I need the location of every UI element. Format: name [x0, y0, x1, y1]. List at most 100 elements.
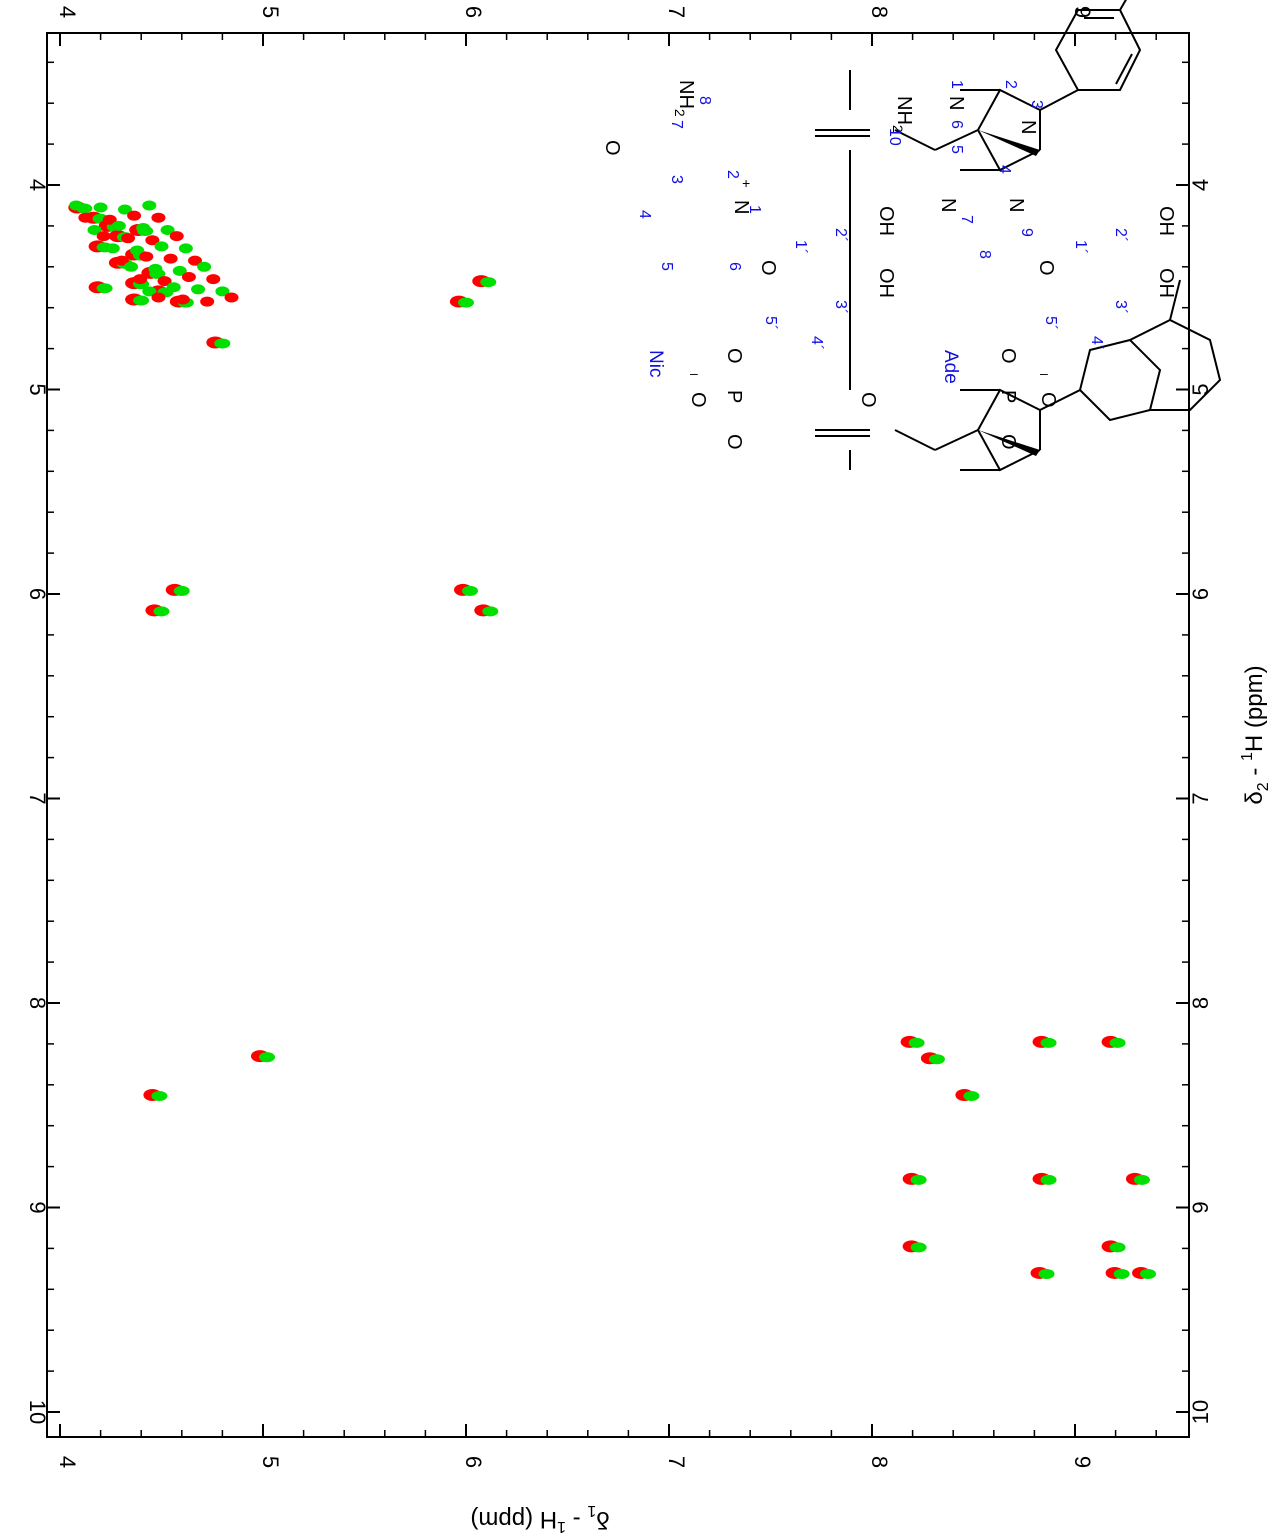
atom-p-top: P — [723, 390, 745, 403]
cluster-lobe — [163, 253, 178, 264]
cluster-lobe — [69, 200, 84, 211]
cluster-peak — [215, 286, 230, 297]
cluster-peak — [200, 296, 215, 307]
cross-peak — [472, 275, 497, 288]
x-axis-title: δ2 - 1H (ppm) — [1239, 665, 1272, 804]
peak-green-lobe — [153, 606, 170, 617]
cluster-lobe — [139, 251, 154, 262]
cross-peak — [143, 1089, 168, 1102]
cluster-peak — [172, 265, 187, 276]
cluster-peak — [87, 224, 102, 235]
residue-nic: Nic — [645, 350, 666, 377]
cluster-peak — [96, 231, 111, 242]
cluster-peak — [133, 274, 148, 285]
cluster-peak — [111, 220, 126, 231]
atom-oh-a: OH — [875, 206, 897, 236]
ade-atom-number: 3´ — [1112, 300, 1129, 314]
cluster-lobe — [78, 212, 93, 223]
cluster-peak — [154, 241, 169, 252]
cluster-peak — [151, 212, 166, 223]
atom-n-ade-1: N — [945, 96, 967, 110]
cross-peak — [1105, 1266, 1130, 1279]
atom-o-minus-top: O — [687, 392, 709, 408]
nic-atom-number: 1´ — [792, 240, 809, 254]
cluster-lobe — [93, 202, 108, 213]
y-tick-label-bottom: 6 — [461, 1456, 486, 1468]
cluster-lobe — [169, 231, 184, 242]
peak-green-lobe — [462, 585, 478, 596]
atom-o-ring-bottom: O — [1035, 260, 1057, 276]
ade-atom-number: 5´ — [1042, 316, 1059, 330]
cluster-peak — [117, 204, 132, 215]
nic-atom-number: 3´ — [832, 300, 849, 314]
cluster-lobe — [200, 296, 215, 307]
nad-structure — [815, 0, 1222, 472]
y-tick-label-top: 7 — [664, 6, 689, 18]
cluster-peak — [105, 243, 120, 254]
ade-atom-number: 10 — [886, 128, 903, 146]
cluster-peak — [69, 200, 84, 211]
cluster-lobe — [136, 222, 151, 233]
atom-o-ring-top: O — [757, 260, 779, 276]
ade-atom-number: 3 — [1028, 100, 1045, 109]
peak-green-lobe — [963, 1091, 980, 1102]
ade-atom-number: 5 — [948, 145, 965, 154]
cluster-peak — [78, 212, 93, 223]
peak-green-lobe — [480, 277, 497, 288]
cluster-peak — [142, 286, 157, 297]
cluster-lobe — [127, 210, 142, 221]
peak-green-lobe — [457, 297, 474, 308]
peak-green-lobe — [151, 1091, 168, 1102]
peak-green-lobe — [1113, 1268, 1130, 1279]
nic-atom-number: 5´ — [762, 316, 779, 330]
ade-atom-number: 6 — [948, 120, 965, 129]
peak-green-lobe — [928, 1054, 945, 1065]
cross-peak — [206, 336, 231, 349]
atom-o-link-top: O — [723, 348, 745, 364]
cluster-lobe — [145, 235, 160, 246]
nic-atom-number: 1 — [746, 205, 763, 214]
atom-oh-b: OH — [875, 268, 897, 298]
ade-atom-number: 2 — [1002, 80, 1019, 89]
atom-nh2: NH2 — [672, 80, 697, 117]
structure-text: O NH2 N + O OH OH O P O – O O P O – O O … — [601, 80, 1177, 450]
cluster-peak — [127, 210, 142, 221]
cluster-peak — [181, 272, 196, 283]
cluster-peak — [187, 255, 202, 266]
cluster-lobe — [187, 255, 202, 266]
cross-peak — [902, 1240, 927, 1253]
x-tick-label-left: 8 — [25, 997, 50, 1009]
residue-ade: Ade — [940, 350, 961, 384]
cluster-peak — [124, 261, 139, 272]
ade-atom-number: 2´ — [1112, 228, 1129, 242]
atom-nh2-ade: NH2 — [890, 96, 915, 133]
y-tick-label-top: 6 — [461, 6, 486, 18]
cluster-lobe — [96, 231, 111, 242]
charge-plus: + — [742, 175, 750, 191]
peak-green-lobe — [1040, 1174, 1057, 1185]
peak-green-lobe — [482, 606, 499, 617]
peak-green-lobe — [908, 1037, 925, 1048]
peak-green-lobe — [96, 283, 113, 294]
cluster-peak — [130, 245, 145, 256]
cross-peak — [902, 1172, 927, 1185]
y-axis-title: δ1 - 1H (ppm) — [470, 1502, 609, 1535]
cluster-peak — [142, 200, 157, 211]
cluster-lobe — [102, 214, 117, 225]
cluster-lobe — [191, 284, 206, 295]
cross-peaks — [68, 200, 1157, 1279]
atom-oh-d: OH — [1155, 268, 1177, 298]
cluster-lobe — [160, 224, 175, 235]
cluster-lobe — [124, 261, 139, 272]
nic-atom-number: 2´ — [832, 228, 849, 242]
cluster-peak — [160, 224, 175, 235]
x-tick-label-right: 4 — [1188, 179, 1213, 191]
cluster-peak — [224, 292, 239, 303]
y-tick-label-top: 4 — [55, 6, 80, 18]
cross-peak — [1101, 1035, 1126, 1048]
peak-green-lobe — [910, 1242, 927, 1253]
cluster-lobe — [142, 200, 157, 211]
x-tick-label-right: 7 — [1188, 792, 1213, 804]
cluster-lobe — [105, 243, 120, 254]
